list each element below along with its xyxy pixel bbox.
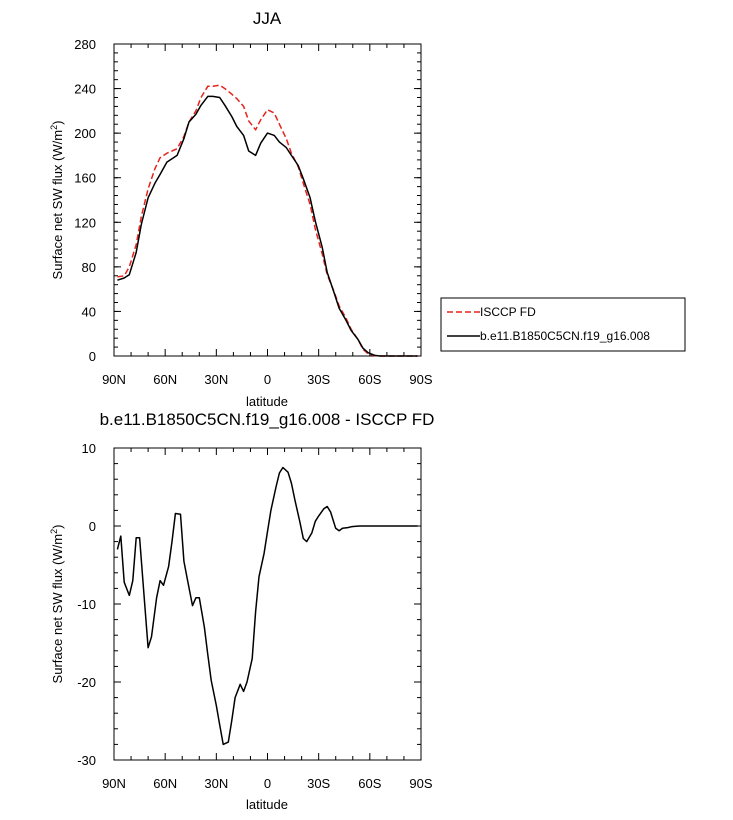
bottom-x-tick-label: 60N xyxy=(153,776,177,791)
top-y-tick-label: 80 xyxy=(82,260,96,275)
bottom-x-tick-label: 30S xyxy=(307,776,330,791)
bottom-y-axis-label-close: ) xyxy=(50,525,65,529)
top-y-axis-label-text: Surface net SW flux (W/m xyxy=(50,130,65,280)
bottom-y-tick-label: 10 xyxy=(82,441,96,456)
bottom-y-axis-label: Surface net SW flux (W/m2) xyxy=(49,525,65,684)
top-series-line-1 xyxy=(117,95,418,357)
legend-label-model: b.e11.B1850C5CN.f19_g16.008 xyxy=(480,329,650,343)
top-y-axis-label-close: ) xyxy=(50,121,65,125)
bottom-x-axis-label: latitude xyxy=(246,797,288,812)
top-x-tick-label: 30N xyxy=(204,372,228,387)
top-y-axis-label-sup: 2 xyxy=(49,125,59,130)
top-x-tick-label: 90S xyxy=(409,372,432,387)
top-y-tick-label: 200 xyxy=(74,126,96,141)
bottom-x-tick-label: 30N xyxy=(204,776,228,791)
bottom-plot-frame xyxy=(113,447,422,761)
top-plot-frame xyxy=(113,43,422,357)
top-x-tick-label: 90N xyxy=(102,372,126,387)
top-y-tick-label: 160 xyxy=(74,171,96,186)
bottom-series-lines xyxy=(116,466,418,746)
bottom-y-axis-label-text: Surface net SW flux (W/m xyxy=(50,534,65,684)
bottom-y-tick-labels: -30 -20 -10 0 10 xyxy=(77,441,96,768)
legend: ISCCP FD b.e11.B1850C5CN.f19_g16.008 xyxy=(440,297,686,352)
top-y-tick-label: 240 xyxy=(74,82,96,97)
top-x-tick-label: 30S xyxy=(307,372,330,387)
top-x-axis-label: latitude xyxy=(246,394,288,409)
bottom-x-tick-label: 90S xyxy=(409,776,432,791)
bottom-y-axis-label-sup: 2 xyxy=(49,529,59,534)
bottom-x-tick-label: 60S xyxy=(358,776,381,791)
top-y-tick-labels: 0 40 80 120 160 200 240 280 xyxy=(74,37,96,364)
bottom-y-tick-label: -20 xyxy=(77,675,96,690)
bottom-series-line-0 xyxy=(116,466,418,746)
top-x-tick-label: 60N xyxy=(153,372,177,387)
bottom-y-tick-label: 0 xyxy=(89,519,96,534)
bottom-x-tick-label: 0 xyxy=(264,776,271,791)
legend-box xyxy=(440,297,686,352)
top-tick-marks xyxy=(113,43,422,357)
top-chart-title: JJA xyxy=(253,9,282,28)
bottom-x-tick-labels: 90N 60N 30N 0 30S 60S 90S xyxy=(102,776,433,791)
bottom-panel: b.e11.B1850C5CN.f19_g16.008 - ISCCP FD -… xyxy=(49,410,434,812)
top-y-tick-label: 0 xyxy=(89,349,96,364)
top-y-tick-label: 40 xyxy=(82,304,96,319)
top-x-tick-labels: 90N 60N 30N 0 30S 60S 90S xyxy=(102,372,433,387)
top-y-tick-label: 120 xyxy=(74,215,96,230)
top-y-tick-label: 280 xyxy=(74,37,96,52)
top-series-line-0 xyxy=(117,84,418,357)
top-x-tick-label: 0 xyxy=(264,372,271,387)
legend-label-isccp: ISCCP FD xyxy=(480,305,536,319)
bottom-chart-title: b.e11.B1850C5CN.f19_g16.008 - ISCCP FD xyxy=(100,410,435,429)
top-x-tick-label: 60S xyxy=(358,372,381,387)
top-y-axis-label: Surface net SW flux (W/m2) xyxy=(49,121,65,280)
bottom-y-tick-label: -10 xyxy=(77,597,96,612)
bottom-x-tick-label: 90N xyxy=(102,776,126,791)
top-series-lines xyxy=(117,84,418,357)
top-panel: JJA 0 40 80 120 160 200 240 280 90N 60N 30N 0 30S 60… xyxy=(49,9,433,409)
bottom-tick-marks xyxy=(113,447,422,761)
bottom-y-tick-label: -30 xyxy=(77,753,96,768)
